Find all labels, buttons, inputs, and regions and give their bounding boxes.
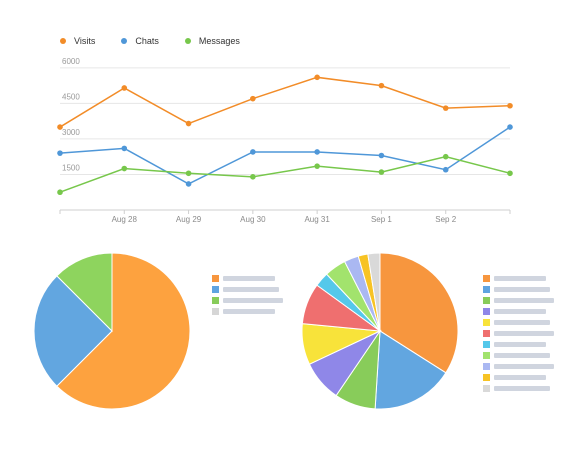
right-pie-legend-label-blurred [494, 353, 550, 358]
legend-label-messages: Messages [198, 36, 240, 46]
data-point-visits [442, 105, 449, 111]
x-tick-label: Sep 1 [371, 215, 392, 224]
data-point-visits [57, 124, 63, 130]
right-pie-legend-swatch [483, 308, 490, 315]
data-point-messages [378, 169, 385, 175]
data-point-chats [250, 149, 256, 155]
right-pie-legend-swatch [483, 286, 490, 293]
right-pie-legend-label-blurred [494, 342, 546, 347]
right-pie-legend-label-blurred [494, 287, 550, 292]
left-pie-slice [56, 252, 191, 410]
right-pie-legend-label-blurred [494, 276, 546, 281]
data-point-messages [314, 163, 320, 169]
legend-label-visits: Visits [74, 36, 96, 46]
right-pie-legend-swatch [483, 275, 490, 282]
right-pie-legend-label-blurred [494, 309, 546, 314]
data-point-messages [442, 153, 449, 160]
legend-item-messages[interactable]: Messages [184, 36, 240, 46]
data-point-chats [442, 166, 449, 173]
right-pie-legend-swatch [483, 374, 490, 381]
data-point-visits [314, 74, 320, 81]
data-point-visits [185, 120, 192, 127]
data-point-visits [121, 85, 128, 91]
left-pie-legend-label-blurred [223, 298, 283, 303]
right-pie-slice [374, 330, 447, 410]
pie-chart-right [301, 252, 554, 410]
left-pie-legend-swatch [212, 297, 219, 304]
line-chart-legend: Visits Chats Messages [60, 36, 240, 46]
y-tick-label: 1500 [62, 163, 80, 172]
data-point-visits [378, 82, 385, 89]
left-pie-slice [56, 252, 113, 333]
right-pie-legend-label-blurred [494, 375, 546, 380]
left-pie-legend-swatch [212, 275, 219, 282]
left-pie-slice [33, 275, 113, 387]
x-tick-label: Sep 2 [435, 215, 456, 224]
data-point-visits [507, 102, 513, 109]
x-tick-label: Aug 28 [112, 215, 138, 224]
right-pie-legend-label-blurred [494, 320, 550, 325]
y-tick-label: 4500 [62, 92, 80, 101]
data-point-chats [57, 150, 63, 156]
series-line-chats [59, 126, 511, 185]
right-pie-legend-label-blurred [494, 386, 550, 391]
right-pie-slice [367, 252, 381, 332]
right-pie-legend-swatch [483, 352, 490, 359]
legend-label-chats: Chats [135, 36, 159, 46]
right-pie-legend-label-blurred [494, 364, 554, 369]
data-point-chats [185, 181, 192, 187]
right-pie-legend-label-blurred [494, 331, 554, 336]
line-chart: 1500 3000 4500 6000 Aug 28 Aug 29 Aug 30 Aug 31… [57, 57, 513, 224]
right-pie-legend-swatch [483, 319, 490, 326]
pie-chart-left [33, 252, 283, 410]
legend-swatch-visits [60, 38, 66, 44]
data-point-chats [314, 149, 320, 155]
right-pie-legend-swatch [483, 330, 490, 337]
right-pie-legend-label-blurred [494, 298, 554, 303]
series-line-messages [59, 155, 511, 193]
x-tick-label: Aug 31 [304, 215, 330, 224]
legend-item-chats[interactable]: Chats [121, 36, 159, 46]
legend-swatch-messages [184, 38, 191, 44]
y-tick-label: 3000 [62, 128, 80, 137]
data-point-messages [121, 165, 128, 172]
right-pie-legend-swatch [483, 363, 490, 370]
data-point-messages [250, 174, 256, 180]
data-point-messages [507, 170, 513, 177]
right-pie-legend-swatch [483, 385, 490, 392]
left-pie-legend-swatch [212, 308, 219, 315]
data-point-chats [378, 152, 385, 159]
data-point-chats [121, 145, 128, 152]
x-tick-label: Aug 30 [240, 215, 266, 224]
left-pie-legend-swatch [212, 286, 219, 293]
right-pie-legend-swatch [483, 341, 490, 348]
data-point-chats [507, 124, 513, 130]
left-pie-legend-label-blurred [223, 309, 275, 314]
data-point-messages [185, 170, 192, 177]
right-pie-legend-swatch [483, 297, 490, 304]
legend-item-visits[interactable]: Visits [60, 36, 95, 46]
data-point-messages [57, 189, 63, 196]
data-point-visits [250, 95, 256, 102]
legend-swatch-chats [121, 38, 128, 44]
series-line-visits [59, 76, 511, 128]
y-tick-label: 6000 [62, 57, 80, 66]
left-pie-legend-label-blurred [223, 276, 275, 281]
x-tick-label: Aug 29 [176, 215, 202, 224]
left-pie-legend-label-blurred [223, 287, 279, 292]
